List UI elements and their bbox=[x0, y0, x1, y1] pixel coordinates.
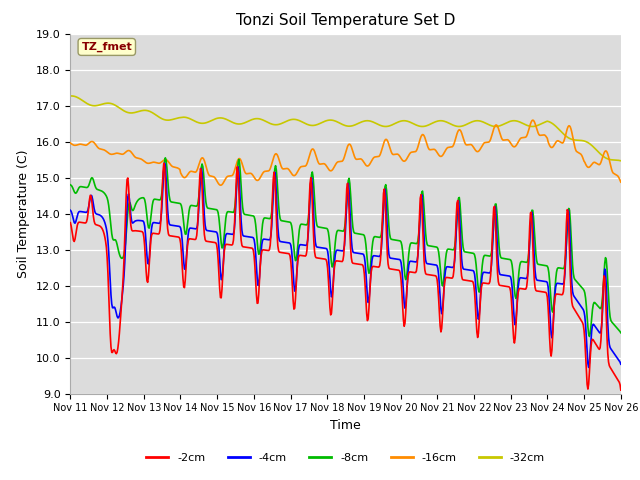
X-axis label: Time: Time bbox=[330, 419, 361, 432]
Text: TZ_fmet: TZ_fmet bbox=[81, 42, 132, 52]
Legend: -2cm, -4cm, -8cm, -16cm, -32cm: -2cm, -4cm, -8cm, -16cm, -32cm bbox=[141, 448, 550, 467]
Y-axis label: Soil Temperature (C): Soil Temperature (C) bbox=[17, 149, 30, 278]
Title: Tonzi Soil Temperature Set D: Tonzi Soil Temperature Set D bbox=[236, 13, 455, 28]
